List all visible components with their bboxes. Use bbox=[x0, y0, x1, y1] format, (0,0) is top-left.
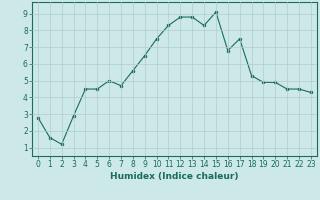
X-axis label: Humidex (Indice chaleur): Humidex (Indice chaleur) bbox=[110, 172, 239, 181]
